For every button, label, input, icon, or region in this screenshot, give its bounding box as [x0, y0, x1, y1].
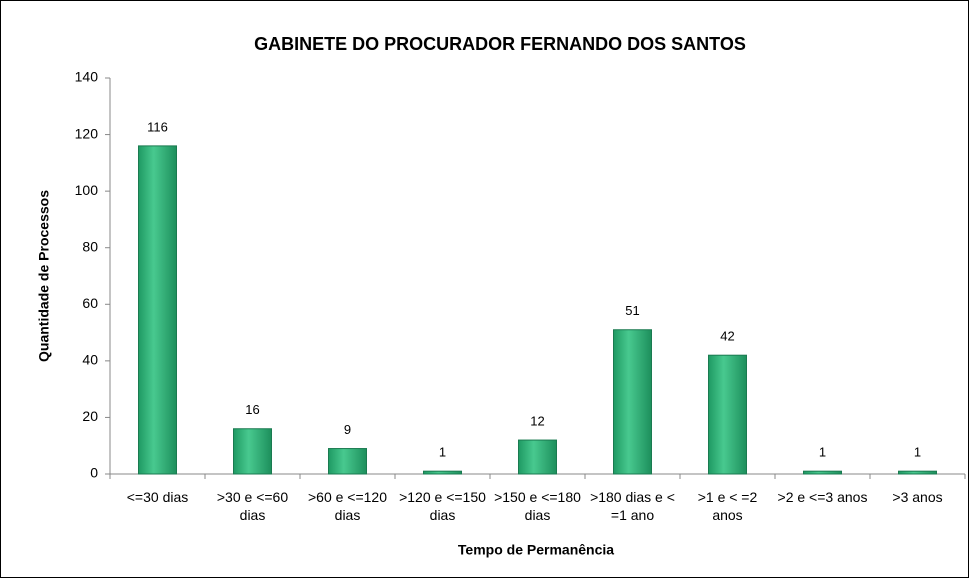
y-tick-label: 120 [75, 125, 99, 141]
x-tick-label: >150 e <=180 dias [494, 489, 581, 523]
y-tick-label: 100 [75, 182, 99, 198]
bar [898, 470, 937, 475]
y-tick-label: 20 [82, 408, 98, 424]
y-tick-label: 0 [90, 465, 98, 481]
bar [138, 145, 177, 475]
x-tick-label: >120 e <=150 dias [399, 489, 486, 523]
data-label: 12 [530, 413, 544, 428]
y-axis-title: Quantidade de Processos [36, 190, 52, 362]
data-label: 1 [914, 445, 921, 460]
x-tick-label: >180 dias e < =1 ano [590, 489, 675, 523]
bar [423, 470, 462, 475]
chart-title: GABINETE DO PROCURADOR FERNANDO DOS SANT… [254, 34, 746, 54]
bar [613, 329, 652, 475]
bar [708, 354, 747, 475]
x-tick-label: >3 anos [892, 489, 943, 505]
x-tick-label: <=30 dias [126, 489, 189, 505]
x-axis-title: Tempo de Permanência [458, 542, 614, 558]
y-tick-label: 40 [82, 352, 98, 368]
x-tick-label: >30 e <=60 dias [216, 489, 289, 523]
data-label: 16 [245, 402, 259, 417]
data-label: 1 [439, 445, 446, 460]
data-label: 116 [147, 119, 168, 134]
data-label: 1 [819, 445, 826, 460]
y-tick-label: 80 [82, 238, 98, 254]
x-tick-label: >60 e <=120 dias [307, 489, 388, 523]
data-label: 42 [720, 329, 734, 344]
bar [803, 470, 842, 475]
data-label: 9 [344, 422, 351, 437]
y-tick-label: 60 [82, 295, 98, 311]
x-tick-label: >2 e <=3 anos [777, 489, 868, 505]
x-tick-label: >1 e < =2 anos [697, 489, 758, 523]
bar [233, 428, 272, 475]
bar [328, 448, 367, 475]
bar [518, 439, 557, 475]
data-label: 51 [625, 303, 639, 318]
y-tick-label: 140 [75, 69, 99, 85]
